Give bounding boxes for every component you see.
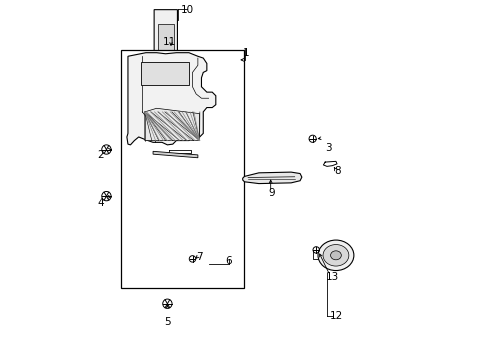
Text: 3: 3 — [325, 143, 331, 153]
Text: 1: 1 — [243, 48, 249, 58]
Ellipse shape — [317, 240, 353, 271]
Polygon shape — [148, 10, 183, 92]
Text: 4: 4 — [98, 198, 104, 208]
Text: 11: 11 — [162, 37, 176, 47]
Polygon shape — [126, 53, 215, 145]
Text: 9: 9 — [267, 188, 274, 198]
Text: 2: 2 — [98, 150, 104, 160]
Bar — [158, 24, 174, 56]
Text: 12: 12 — [328, 311, 342, 321]
Text: 7: 7 — [196, 252, 203, 262]
Bar — [140, 62, 188, 85]
Ellipse shape — [323, 244, 348, 266]
Text: 10: 10 — [180, 5, 193, 15]
Polygon shape — [153, 151, 198, 158]
Polygon shape — [144, 108, 199, 140]
Bar — [121, 50, 244, 288]
Ellipse shape — [330, 251, 341, 260]
Text: 13: 13 — [325, 272, 338, 282]
Text: 5: 5 — [164, 317, 170, 327]
Text: 6: 6 — [224, 256, 231, 266]
Text: 8: 8 — [334, 166, 340, 176]
Polygon shape — [242, 172, 301, 184]
